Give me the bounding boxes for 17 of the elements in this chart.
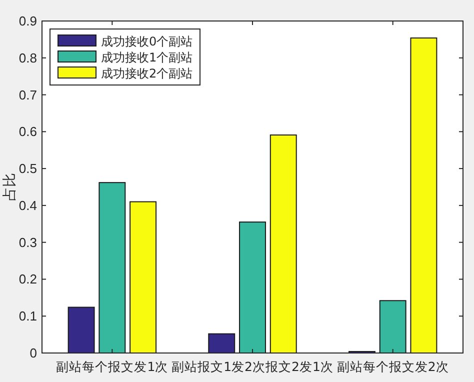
x-tick-label: 副站每个报文发2次	[336, 359, 449, 374]
y-tick-label: 0.6	[18, 124, 37, 140]
x-tick-label: 副站每个报文发1次	[56, 359, 168, 374]
y-axis-title: 占比	[2, 173, 18, 201]
y-tick-label: 0.4	[18, 198, 37, 213]
y-tick-label: 0.8	[18, 50, 37, 66]
y-tick-label: 0.5	[18, 161, 37, 176]
legend-label: 成功接收0个副站	[101, 34, 193, 48]
x-tick-label: 副站报文1发2次报文2发1次	[172, 359, 334, 374]
y-tick-label: 0.7	[18, 87, 37, 102]
y-tick-label: 0.3	[18, 234, 37, 250]
y-tick-label: 0.9	[18, 14, 37, 28]
y-tick-label: 0.2	[18, 272, 37, 287]
y-tick-label: 0	[30, 346, 37, 360]
y-tick-label: 0.1	[18, 308, 37, 324]
legend-label: 成功接收1个副站	[101, 50, 193, 64]
legend-label: 成功接收2个副站	[101, 66, 193, 80]
